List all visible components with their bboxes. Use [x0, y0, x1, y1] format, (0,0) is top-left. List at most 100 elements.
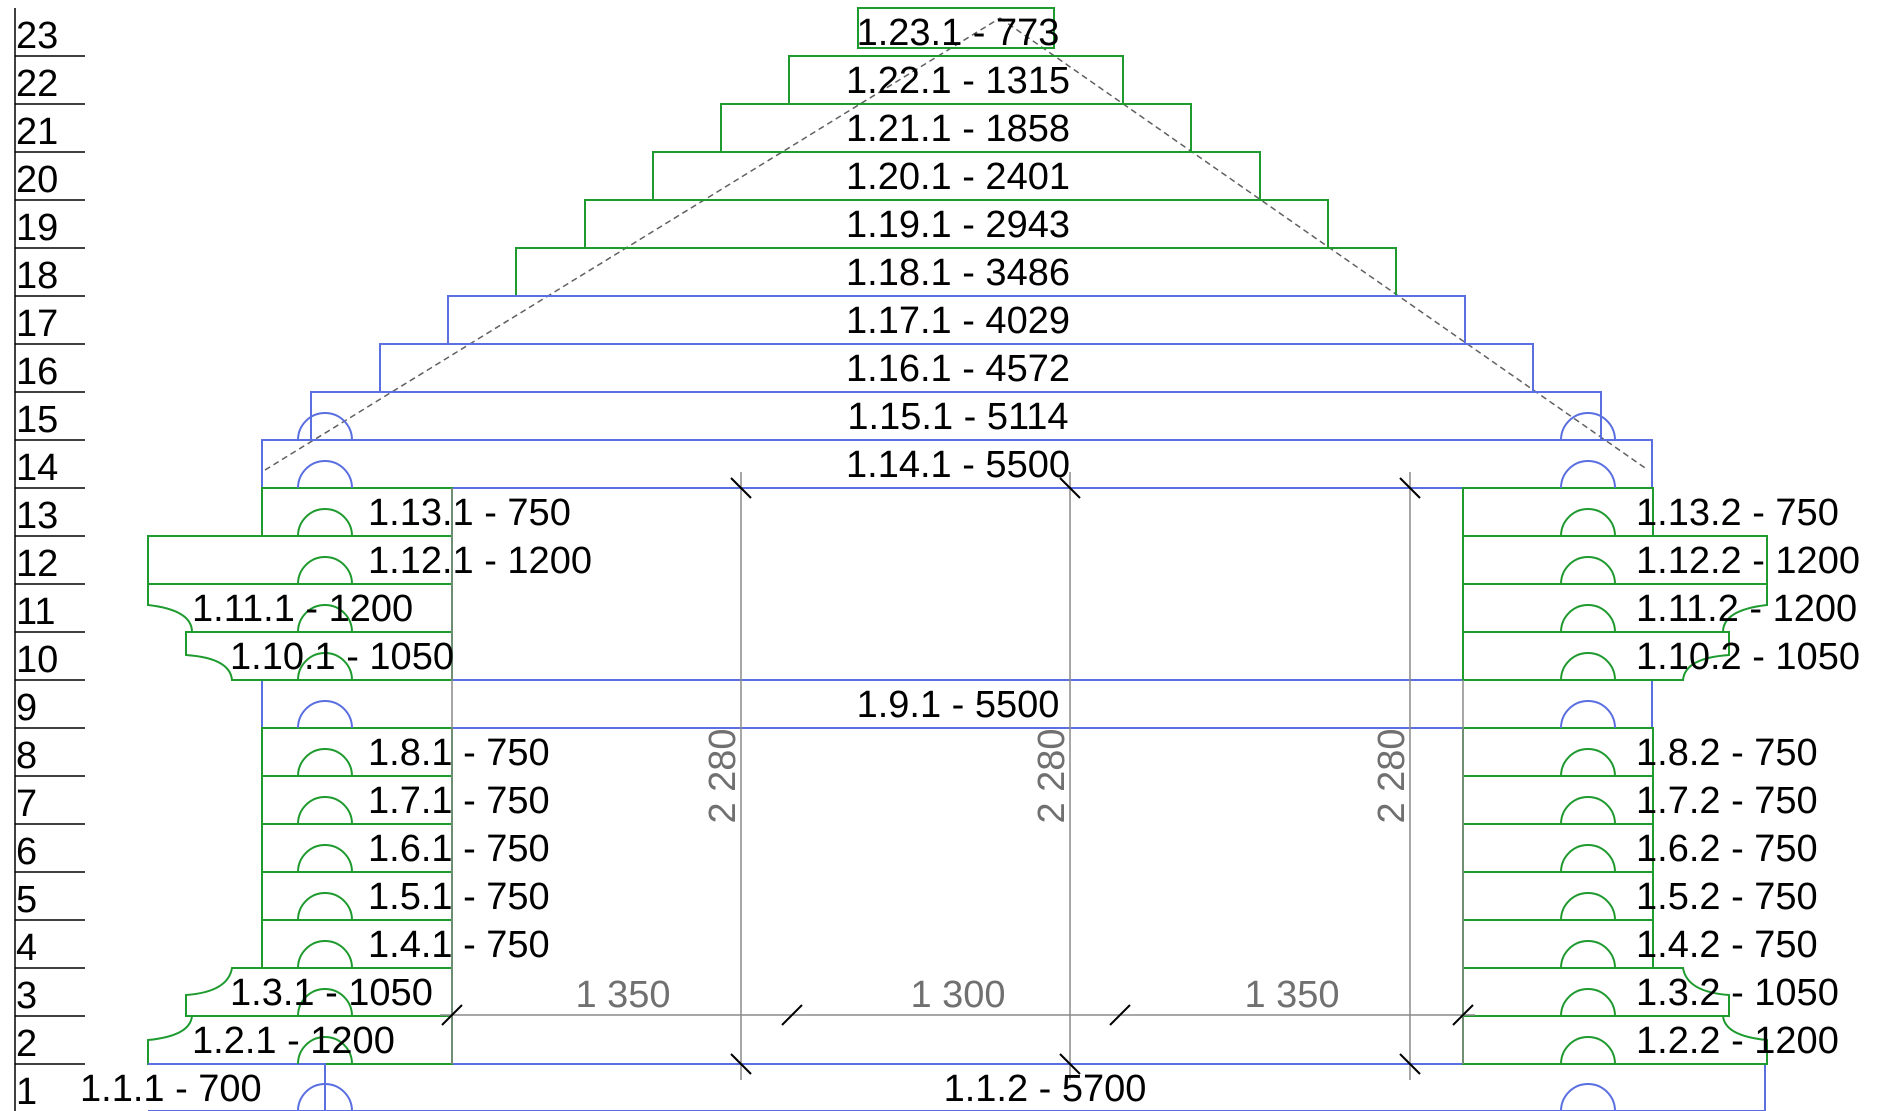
notch-arc — [1560, 604, 1616, 633]
dim-tick — [1059, 1053, 1081, 1075]
log-label-r17: 1.17.1 - 4029 — [846, 300, 1070, 342]
log-label-r13-left: 1.13.1 - 750 — [368, 492, 571, 534]
log-label-r7-left: 1.7.1 - 750 — [368, 780, 550, 822]
log-label-r2-right: 1.2.2 - 1200 — [1636, 1020, 1839, 1062]
row-number: 4 — [16, 927, 37, 969]
row-number: 15 — [16, 399, 58, 441]
notch-arc — [297, 748, 353, 777]
row-number: 22 — [16, 63, 58, 105]
notch-arc — [297, 652, 353, 681]
log-labels: 1.23.1 - 773 1.22.1 - 1315 1.21.1 - 1858… — [80, 12, 1860, 1110]
log-label-r10-left: 1.10.1 - 1050 — [230, 636, 454, 678]
notch-arc — [297, 508, 353, 537]
log-label-r22: 1.22.1 - 1315 — [846, 60, 1070, 102]
notch-arc — [297, 844, 353, 873]
log-label-r11-right: 1.11.2 - 1200 — [1636, 588, 1857, 630]
log-label-r3-left: 1.3.1 - 1050 — [230, 972, 433, 1014]
dimension-labels: 1 350 1 300 1 350 2 280 2 280 2 280 — [575, 728, 1413, 1016]
row-number: 7 — [16, 783, 37, 825]
notch-arc — [1560, 796, 1616, 825]
log-label-r20: 1.20.1 - 2401 — [846, 156, 1070, 198]
log-row-6-right — [1462, 823, 1654, 873]
log-row-7-right — [1462, 775, 1654, 825]
notch-arc — [297, 988, 353, 1017]
row-number: 11 — [16, 591, 55, 633]
roof-guide-left — [264, 17, 1001, 471]
row-number: 20 — [16, 159, 58, 201]
dim-tick — [1399, 1053, 1421, 1075]
log-row-1-left — [148, 1063, 326, 1111]
log-label-r12-left: 1.12.1 - 1200 — [368, 540, 592, 582]
notch-arc — [1560, 892, 1616, 921]
notch-arc — [1560, 1083, 1616, 1111]
notch-arc — [1560, 412, 1616, 441]
notch-arc — [1560, 460, 1616, 489]
log-label-r1-right: 1.1.2 - 5700 — [944, 1068, 1147, 1110]
log-label-r1-left: 1.1.1 - 700 — [80, 1068, 262, 1110]
notch-arc — [297, 412, 353, 441]
dim-tick — [781, 1004, 803, 1026]
row-number: 8 — [16, 735, 37, 777]
dim-tick — [1452, 1004, 1474, 1026]
row-number: 13 — [16, 495, 58, 537]
log-label-r11-left: 1.11.1 - 1200 — [192, 588, 413, 630]
row-number: 1 — [16, 1071, 37, 1111]
dim-span-left: 1 350 — [575, 974, 670, 1016]
log-label-r14: 1.14.1 - 5500 — [846, 444, 1070, 486]
notch-arc — [297, 604, 353, 633]
dim-tick — [1059, 477, 1081, 499]
log-row-14 — [261, 439, 1653, 489]
roof-guides — [264, 17, 1649, 471]
log-label-r2-left: 1.2.1 - 1200 — [192, 1020, 395, 1062]
row-number: 10 — [16, 639, 58, 681]
roof-guide-right — [999, 17, 1649, 471]
row-number: 2 — [16, 1023, 37, 1065]
dim-tick — [1109, 1004, 1131, 1026]
log-row-10-right — [1462, 631, 1730, 681]
row-number: 9 — [16, 687, 37, 729]
dim-height-right: 2 280 — [1371, 728, 1413, 823]
log-label-r10-right: 1.10.2 - 1050 — [1636, 636, 1860, 678]
log-label-r5-left: 1.5.1 - 750 — [368, 876, 550, 918]
notch-arc — [297, 892, 353, 921]
row-number: 18 — [16, 255, 58, 297]
log-row-2-left — [147, 1015, 453, 1065]
log-row-9 — [261, 679, 1653, 729]
log-label-r4-right: 1.4.2 - 750 — [1636, 924, 1818, 966]
notch-arc — [1560, 940, 1616, 969]
log-label-r18: 1.18.1 - 3486 — [846, 252, 1070, 294]
row-number: 3 — [16, 975, 37, 1017]
log-row-3-right — [1462, 967, 1730, 1017]
log-row-10-left — [185, 631, 453, 681]
row-number: 12 — [16, 543, 58, 585]
log-label-r12-right: 1.12.2 - 1200 — [1636, 540, 1860, 582]
row-number: 16 — [16, 351, 58, 393]
log-label-r15: 1.15.1 - 5114 — [847, 396, 1068, 438]
notch-arc — [1560, 1036, 1616, 1065]
log-label-r19: 1.19.1 - 2943 — [846, 204, 1070, 246]
notch-arc — [297, 1083, 353, 1111]
notch-arc — [1560, 700, 1616, 729]
notch-arc — [297, 796, 353, 825]
log-row-5-right — [1462, 871, 1654, 921]
notch-arc — [297, 940, 353, 969]
dim-span-right: 1 350 — [1244, 974, 1339, 1016]
notch-arc — [1560, 508, 1616, 537]
notch-arc — [1560, 652, 1616, 681]
dim-height-left: 2 280 — [702, 728, 744, 823]
log-label-r5-right: 1.5.2 - 750 — [1636, 876, 1818, 918]
log-label-r8-right: 1.8.2 - 750 — [1636, 732, 1818, 774]
dim-span-middle: 1 300 — [910, 974, 1005, 1016]
row-number: 17 — [16, 303, 58, 345]
log-label-r6-right: 1.6.2 - 750 — [1636, 828, 1818, 870]
row-number: 5 — [16, 879, 37, 921]
log-label-r4-left: 1.4.1 - 750 — [368, 924, 550, 966]
notch-arc — [1560, 748, 1616, 777]
log-row-23 — [857, 7, 1055, 49]
notch-arc — [1560, 556, 1616, 585]
log-label-r6-left: 1.6.1 - 750 — [368, 828, 550, 870]
dim-height-middle: 2 280 — [1031, 728, 1073, 823]
log-label-r8-left: 1.8.1 - 750 — [368, 732, 550, 774]
